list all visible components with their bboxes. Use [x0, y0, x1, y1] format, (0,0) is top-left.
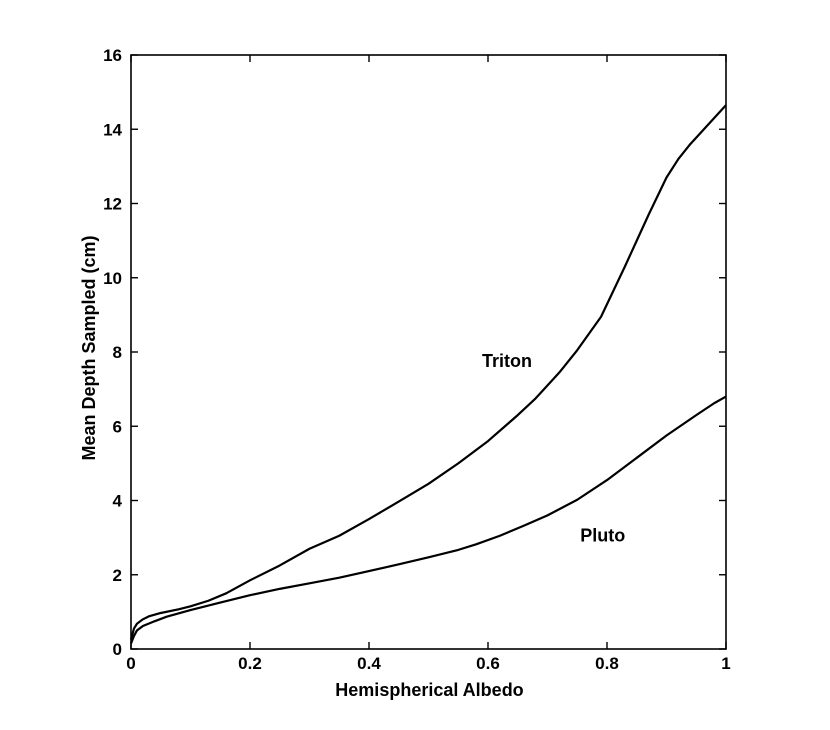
x-tick-label: 0.8	[595, 654, 619, 673]
series-line-pluto	[129, 395, 727, 644]
y-tick-label: 0	[113, 640, 122, 659]
x-tick-label: 1	[721, 654, 730, 673]
series-layer	[129, 104, 727, 644]
annotation-pluto: Pluto	[580, 525, 625, 545]
y-axis-label: Mean Depth Sampled (cm)	[79, 235, 99, 460]
x-tick-label: 0	[126, 654, 135, 673]
x-tick-label: 0.4	[357, 654, 381, 673]
y-tick-label: 2	[113, 566, 122, 585]
y-tick-label: 14	[103, 120, 122, 139]
y-tick-label: 4	[113, 492, 123, 511]
plot-frame	[130, 54, 727, 650]
y-tick-label: 16	[103, 46, 122, 65]
y-tick-label: 12	[103, 195, 122, 214]
annotation-layer: Triton Pluto	[482, 351, 625, 545]
x-tick-label: 0.2	[238, 654, 262, 673]
annotation-triton: Triton	[482, 351, 532, 371]
y-tick-label: 10	[103, 269, 122, 288]
y-ticks: 0 2 4 6 8 10 12 14 16	[103, 46, 726, 659]
x-tick-label: 0.6	[476, 654, 500, 673]
y-tick-label: 8	[113, 343, 122, 362]
y-tick-label: 6	[113, 417, 122, 436]
series-line-triton	[129, 104, 727, 641]
x-axis-label: Hemispherical Albedo	[335, 680, 523, 700]
x-ticks: 0 0.2 0.4 0.6 0.8 1	[126, 55, 731, 673]
